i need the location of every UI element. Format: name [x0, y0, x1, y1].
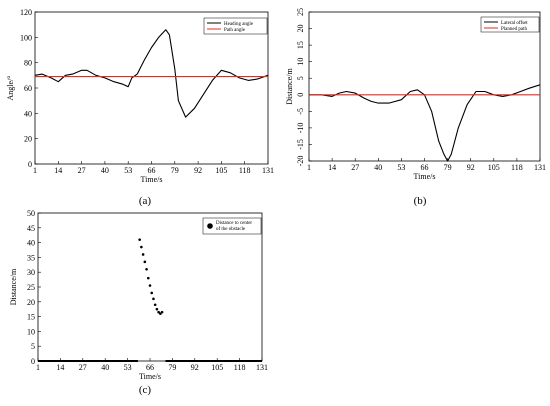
- x-tick-label: 105: [211, 363, 223, 372]
- x-tick-label: 1: [36, 363, 40, 372]
- x-tick-label: 27: [351, 163, 359, 172]
- y-tick-label: -10: [296, 123, 305, 134]
- plot-frame-0: [34, 11, 269, 165]
- x-tick-label: 66: [148, 166, 156, 175]
- y-axis-label: Distance/m: [285, 68, 294, 105]
- x-tick-label: 53: [124, 363, 132, 372]
- plot-frame-2: [37, 212, 263, 362]
- x-tick-label: 53: [124, 166, 132, 175]
- y-tick-label: -15: [296, 139, 305, 150]
- scatter-point: [150, 291, 154, 295]
- y-tick-label: 15: [27, 313, 35, 322]
- y-tick-label: 0: [31, 357, 35, 366]
- x-axis-label: Time/s: [414, 172, 436, 181]
- legend-entry: Heading angle: [224, 22, 254, 27]
- x-tick-label: 1: [33, 166, 37, 175]
- x-tick-label: 27: [79, 363, 87, 372]
- y-tick-label: 120: [20, 8, 32, 17]
- panel-label: (b): [414, 195, 427, 207]
- scatter-point: [157, 310, 160, 314]
- x-tick-label: 79: [171, 166, 179, 175]
- y-tick-label: 10: [27, 327, 35, 336]
- y-tick-label: 5: [296, 76, 305, 80]
- y-tick-label: 5: [31, 342, 35, 351]
- y-axis-label: Angle/°: [6, 76, 15, 101]
- x-tick-label: 66: [146, 363, 154, 372]
- x-tick-label: 14: [56, 363, 64, 372]
- y-tick-label: 50: [27, 209, 35, 218]
- scatter-point: [159, 312, 162, 315]
- x-axis-label: Time/s: [141, 175, 163, 184]
- y-tick-label: 25: [27, 283, 35, 292]
- x-tick-label: 53: [397, 163, 405, 172]
- y-tick-label: 0: [28, 160, 32, 169]
- y-tick-label: 60: [24, 84, 32, 93]
- x-tick-label: 105: [215, 166, 227, 175]
- scatter-point: [148, 284, 152, 287]
- panel-label: (c): [139, 384, 152, 396]
- scatter-point: [141, 253, 145, 256]
- x-tick-label: 118: [234, 363, 246, 372]
- scatter-point: [153, 303, 157, 307]
- x-tick-label: 40: [101, 363, 109, 372]
- x-tick-label: 131: [256, 363, 268, 372]
- y-tick-label: 20: [27, 298, 35, 307]
- y-tick-label: 20: [24, 135, 32, 144]
- x-tick-label: 1: [307, 163, 311, 172]
- scatter-point: [143, 260, 147, 264]
- y-tick-label: 0: [296, 93, 305, 97]
- y-tick-label: 25: [296, 8, 305, 16]
- y-tick-label: 40: [24, 109, 32, 118]
- x-tick-label: 92: [194, 166, 202, 175]
- y-tick-label: 30: [27, 268, 35, 277]
- x-tick-label: 131: [262, 166, 274, 175]
- scatter-point: [155, 307, 159, 311]
- legend-box: [202, 217, 262, 235]
- series-line-0: [309, 84, 541, 162]
- plot-frame-1: [308, 11, 541, 162]
- legend-marker: [207, 223, 213, 229]
- legend-entry: Distance to center of the obstacle: [216, 221, 252, 232]
- x-tick-label: 14: [54, 166, 62, 175]
- legend-box: [203, 17, 268, 35]
- scatter-point: [138, 238, 141, 241]
- x-tick-label: 131: [534, 163, 546, 172]
- scatter-point: [152, 297, 155, 301]
- panel-label: (a): [139, 195, 152, 207]
- y-tick-label: 20: [296, 25, 305, 33]
- x-tick-label: 40: [101, 166, 109, 175]
- x-tick-label: 118: [239, 166, 251, 175]
- x-tick-label: 40: [374, 163, 382, 172]
- x-tick-label: 92: [467, 163, 475, 172]
- x-axis-label: Time/s: [139, 372, 161, 381]
- scatter-point: [140, 245, 143, 249]
- scatter-point: [160, 310, 164, 314]
- y-tick-label: 10: [296, 58, 305, 66]
- y-tick-label: 45: [27, 224, 35, 233]
- x-tick-label: 79: [444, 163, 452, 172]
- scatter-point: [146, 276, 150, 280]
- x-tick-label: 105: [488, 163, 500, 172]
- legend-entry: Path angle: [224, 28, 246, 33]
- y-tick-label: 35: [27, 253, 35, 262]
- x-tick-label: 14: [328, 163, 336, 172]
- x-tick-label: 92: [191, 363, 199, 372]
- y-tick-label: 15: [296, 41, 305, 49]
- legend-entry: Lateral offset: [501, 21, 528, 26]
- y-tick-label: -20: [296, 156, 305, 167]
- x-tick-label: 79: [168, 363, 176, 372]
- y-tick-label: 40: [27, 239, 35, 248]
- series-line-0: [34, 29, 269, 118]
- scatter-point: [145, 267, 148, 271]
- y-tick-label: 100: [20, 33, 32, 42]
- y-tick-label: 80: [24, 59, 32, 68]
- y-tick-label: -5: [296, 108, 305, 115]
- y-axis-label: Distance/m: [9, 268, 18, 305]
- x-tick-label: 66: [421, 163, 429, 172]
- x-tick-label: 118: [511, 163, 523, 172]
- x-tick-label: 27: [78, 166, 86, 175]
- legend-entry: Planned path: [501, 27, 527, 32]
